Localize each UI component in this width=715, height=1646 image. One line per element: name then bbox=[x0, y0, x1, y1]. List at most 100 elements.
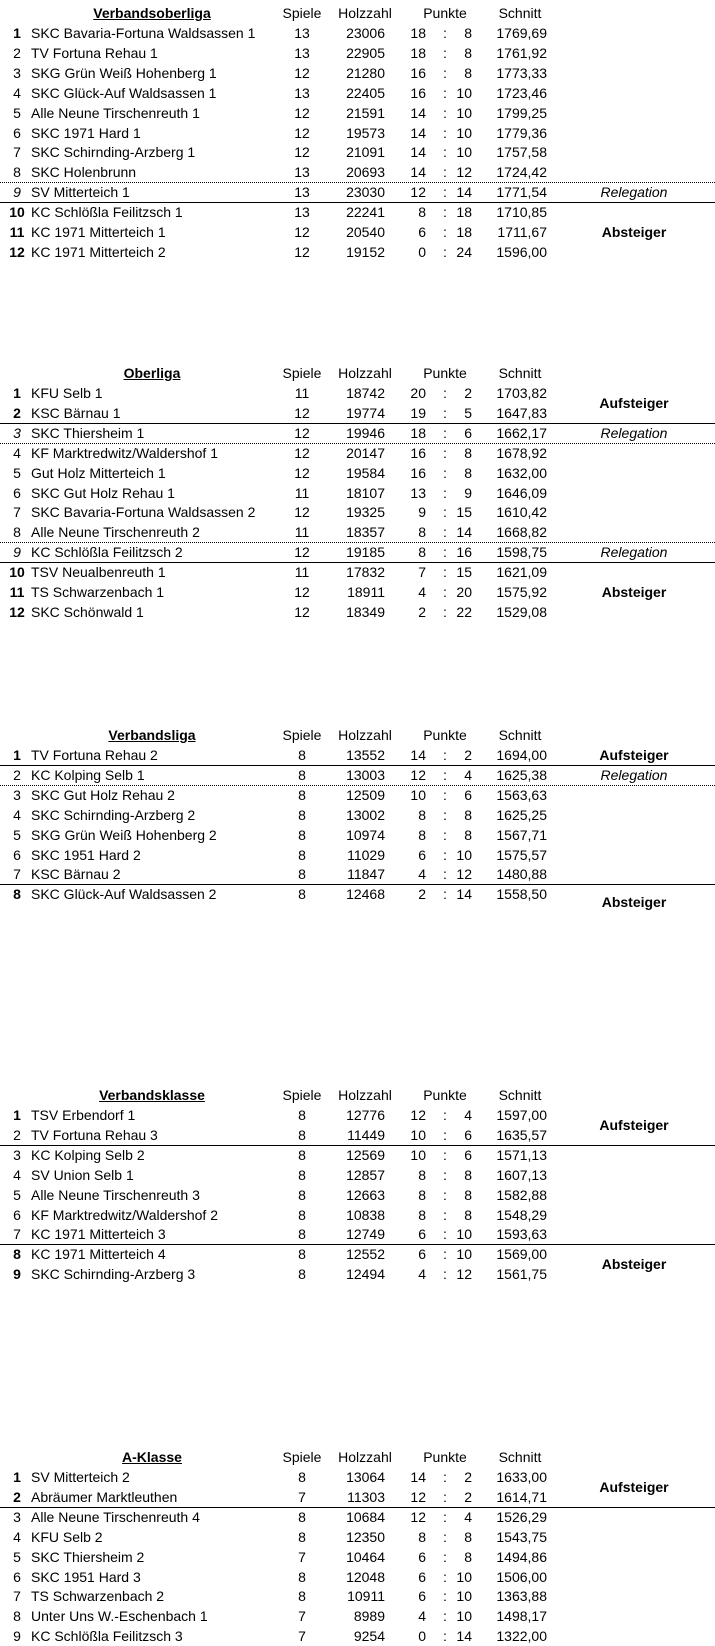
team-name: KSC Bärnau 2 bbox=[31, 866, 121, 883]
points-minus: 4 bbox=[464, 1107, 472, 1123]
rank: 9 bbox=[13, 1266, 21, 1283]
average: 1635,57 bbox=[496, 1126, 547, 1143]
team-name: TSV Neualbenreuth 1 bbox=[31, 564, 166, 581]
status-note: Relegation bbox=[600, 424, 668, 441]
pins: 12857 bbox=[346, 1166, 385, 1183]
points-minus: 10 bbox=[456, 1588, 472, 1605]
points-minus: 22 bbox=[456, 603, 472, 620]
average: 1582,88 bbox=[496, 1186, 547, 1203]
points-minus: 12 bbox=[456, 1266, 472, 1283]
games: 13 bbox=[294, 25, 310, 41]
pins: 18911 bbox=[347, 584, 385, 600]
team-name: SKC Thiersheim 2 bbox=[31, 1548, 145, 1565]
rank: 6 bbox=[13, 124, 21, 141]
average: 1322,00 bbox=[496, 1628, 547, 1645]
games: 8 bbox=[298, 766, 306, 783]
team-name: KC 1971 Mitterteich 3 bbox=[31, 1226, 166, 1243]
points-plus: 6 bbox=[418, 1548, 426, 1565]
rank: 1 bbox=[13, 747, 21, 763]
team-name: KC 1971 Mitterteich 1 bbox=[31, 224, 166, 240]
header-spiele: Spiele bbox=[282, 1449, 322, 1466]
average: 1771,54 bbox=[496, 184, 547, 201]
team-name: KC Kolping Selb 2 bbox=[31, 1146, 145, 1163]
team-name: TSV Erbendorf 1 bbox=[31, 1107, 136, 1123]
average: 1610,42 bbox=[496, 504, 547, 521]
points-plus: 10 bbox=[410, 1126, 426, 1143]
points-minus: 10 bbox=[456, 1568, 472, 1585]
points-colon: : bbox=[443, 1226, 447, 1243]
team-name: Gut Holz Mitterteich 1 bbox=[31, 464, 166, 481]
average: 1598,75 bbox=[496, 544, 547, 561]
pins: 23006 bbox=[346, 25, 385, 41]
average: 1494,86 bbox=[496, 1548, 547, 1565]
games: 7 bbox=[298, 1608, 306, 1625]
average: 1363,88 bbox=[496, 1588, 547, 1605]
pins: 20693 bbox=[346, 164, 385, 181]
games: 8 bbox=[298, 1166, 306, 1183]
pins: 18357 bbox=[346, 524, 385, 541]
pins: 10464 bbox=[346, 1548, 385, 1565]
pins: 22905 bbox=[346, 44, 385, 61]
rank: 11 bbox=[9, 224, 25, 240]
points-plus: 7 bbox=[418, 564, 426, 581]
rank: 1 bbox=[13, 385, 21, 401]
games: 12 bbox=[294, 504, 310, 521]
rank: 7 bbox=[13, 1226, 21, 1243]
rank: 12 bbox=[9, 243, 25, 260]
games: 7 bbox=[298, 1628, 306, 1645]
points-colon: : bbox=[443, 1146, 447, 1163]
points-minus: 8 bbox=[464, 1528, 472, 1545]
points-plus: 16 bbox=[410, 444, 426, 461]
pins: 17832 bbox=[346, 564, 385, 581]
rank: 4 bbox=[13, 1528, 21, 1545]
rank: 3 bbox=[13, 1508, 21, 1525]
rank: 7 bbox=[13, 1588, 21, 1605]
average: 1575,57 bbox=[496, 846, 547, 863]
team-name: SKC Bavaria-Fortuna Waldsassen 1 bbox=[31, 25, 256, 41]
pins: 8989 bbox=[353, 1608, 385, 1625]
points-plus: 4 bbox=[418, 866, 426, 883]
games: 12 bbox=[294, 544, 310, 561]
header-schnitt: Schnitt bbox=[498, 5, 542, 22]
pins: 12468 bbox=[346, 886, 385, 903]
pins: 19325 bbox=[346, 504, 385, 521]
points-minus: 8 bbox=[464, 44, 472, 61]
pins: 12776 bbox=[346, 1107, 385, 1123]
rank: 2 bbox=[13, 404, 21, 421]
points-minus: 14 bbox=[456, 886, 472, 903]
points-plus: 0 bbox=[418, 1628, 426, 1645]
points-plus: 13 bbox=[410, 484, 426, 501]
points-colon: : bbox=[443, 84, 447, 101]
points-plus: 2 bbox=[418, 603, 426, 620]
points-colon: : bbox=[443, 164, 447, 181]
average: 1799,25 bbox=[496, 104, 547, 121]
points-plus: 2 bbox=[418, 886, 426, 903]
points-minus: 2 bbox=[464, 1488, 472, 1505]
status-note: Absteiger bbox=[601, 224, 667, 240]
team-name: SKC Holenbrunn bbox=[31, 164, 137, 181]
average: 1480,88 bbox=[496, 866, 547, 883]
games: 8 bbox=[298, 826, 306, 843]
pins: 18349 bbox=[346, 603, 385, 620]
points-plus: 8 bbox=[418, 524, 426, 541]
points-minus: 4 bbox=[464, 766, 472, 783]
team-name: KC Schlößla Feilitzsch 3 bbox=[31, 1628, 183, 1645]
rank: 11 bbox=[9, 584, 25, 600]
rank: 2 bbox=[13, 44, 21, 61]
header-holzzahl: Holzzahl bbox=[338, 5, 392, 22]
points-colon: : bbox=[443, 1488, 447, 1505]
points-plus: 6 bbox=[418, 1246, 426, 1263]
average: 1593,63 bbox=[496, 1226, 547, 1243]
team-name: KF Marktredwitz/Waldershof 1 bbox=[31, 444, 218, 461]
pins: 12552 bbox=[346, 1246, 385, 1263]
header-punkte: Punkte bbox=[423, 365, 467, 382]
team-name: TV Fortuna Rehau 3 bbox=[31, 1126, 158, 1143]
games: 11 bbox=[294, 385, 310, 401]
points-minus: 12 bbox=[456, 866, 472, 883]
team-name: SKC 1971 Hard 1 bbox=[31, 124, 141, 141]
pins: 18742 bbox=[346, 385, 385, 401]
points-minus: 12 bbox=[456, 164, 472, 181]
pins: 12509 bbox=[346, 786, 385, 803]
team-name: KC 1971 Mitterteich 2 bbox=[31, 243, 166, 260]
header-holzzahl: Holzzahl bbox=[338, 1087, 392, 1104]
